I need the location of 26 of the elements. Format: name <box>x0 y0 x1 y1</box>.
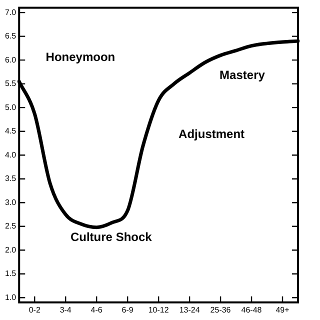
y-tick-label: 4.0 <box>4 150 17 160</box>
x-tick-label: 3-4 <box>60 305 72 314</box>
y-tick-label: 7.0 <box>4 8 17 17</box>
y-tick-label: 5.5 <box>4 79 17 88</box>
x-tick-label: 25-36 <box>210 305 232 314</box>
annotation: Adjustment <box>178 126 245 141</box>
annotation: Honeymoon <box>46 50 116 64</box>
y-tick-label: 1.5 <box>4 269 17 278</box>
x-tick-label: 0-2 <box>28 305 41 314</box>
annotation: Culture Shock <box>70 230 152 244</box>
x-tick-label: 10-12 <box>148 305 170 314</box>
y-tick-label: 2.5 <box>4 222 17 231</box>
y-tick-label: 3.5 <box>4 174 17 184</box>
y-tick-label: 6.5 <box>4 32 17 41</box>
x-tick-label: 46-48 <box>241 305 262 314</box>
x-tick-label: 49+ <box>276 305 290 314</box>
y-tick-label: 4.5 <box>4 126 17 136</box>
y-tick-label: 3.0 <box>4 198 17 207</box>
x-tick-label: 13-24 <box>179 305 200 314</box>
annotation: Mastery <box>220 68 266 82</box>
y-tick-label: 5.0 <box>4 102 17 112</box>
y-tick-label: 6.0 <box>4 55 17 64</box>
y-tick-label: 2.0 <box>4 245 17 254</box>
x-tick-label: 4-6 <box>90 305 103 314</box>
y-tick-label: 1.0 <box>4 292 17 302</box>
x-tick-label: 6-9 <box>122 305 134 314</box>
